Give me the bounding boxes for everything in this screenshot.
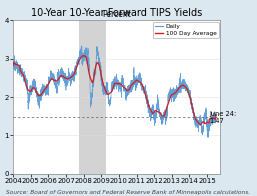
Text: Percent: Percent <box>102 10 131 19</box>
Text: Source: Board of Governors and Federal Reserve Bank of Minneapolis calculations.: Source: Board of Governors and Federal R… <box>6 190 251 195</box>
Bar <box>79 20 106 174</box>
Text: June 24:
1.47: June 24: 1.47 <box>210 111 237 124</box>
Title: 10-Year 10-Year Forward TIPS Yields: 10-Year 10-Year Forward TIPS Yields <box>31 8 202 18</box>
Legend: Daily, 100 Day Average: Daily, 100 Day Average <box>153 22 219 38</box>
